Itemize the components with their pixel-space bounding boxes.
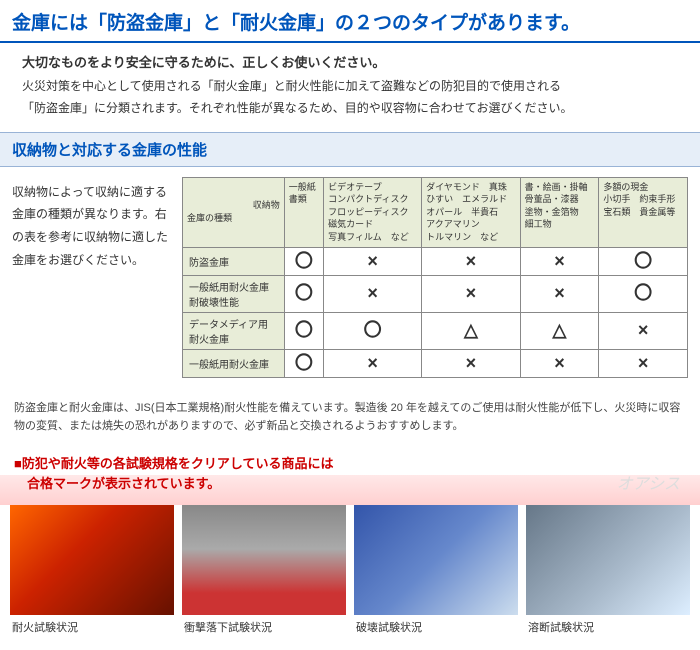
cell-1-0: 〇	[284, 275, 323, 312]
test-caption-3: 溶断試験状況	[526, 615, 690, 639]
cell-2-4: ×	[599, 312, 688, 349]
main-title: 金庫には「防盗金庫」と「耐火金庫」の２つのタイプがあります。	[0, 0, 700, 43]
cell-3-0: 〇	[284, 349, 323, 377]
cell-0-3: ×	[520, 247, 599, 275]
test-image-2	[354, 505, 518, 615]
table-header-row: 収納物 金庫の種類 一般紙 書類 ビデオテープ コンパクトディスク フロッピーデ…	[183, 177, 688, 247]
intro-body-1: 火災対策を中心として使用される「耐火金庫」と耐火性能に加えて盗難などの防犯目的で…	[22, 76, 678, 98]
test-image-0	[10, 505, 174, 615]
cell-3-3: ×	[520, 349, 599, 377]
col-head-1: ビデオテープ コンパクトディスク フロッピーディスク 磁気カード 写真フィルム …	[324, 177, 422, 247]
cell-2-0: 〇	[284, 312, 323, 349]
corner-top: 収納物	[187, 199, 280, 212]
test-item-0: 耐火試験状況	[10, 505, 174, 639]
table-description: 収納物によって収納に適する金庫の種類が異なります。右の表を参考に収納物に適した金…	[12, 177, 172, 379]
table-row: 一般紙用耐火金庫〇××××	[183, 349, 688, 377]
test-image-3	[526, 505, 690, 615]
col-head-4: 多額の現金 小切手 約束手形 宝石類 貴金属等	[599, 177, 688, 247]
corner-bottom: 金庫の種類	[187, 212, 280, 225]
col-head-3: 書・絵画・掛軸 骨董品・漆器 塗物・金箔物 細工物	[520, 177, 599, 247]
table-row: 防盗金庫〇×××〇	[183, 247, 688, 275]
row-head-0: 防盗金庫	[183, 247, 285, 275]
test-image-1	[182, 505, 346, 615]
cell-2-2: △	[422, 312, 520, 349]
table-section: 収納物によって収納に適する金庫の種類が異なります。右の表を参考に収納物に適した金…	[0, 167, 700, 391]
test-item-2: 破壊試験状況	[354, 505, 518, 639]
test-caption-2: 破壊試験状況	[354, 615, 518, 639]
table-row: データメディア用 耐火金庫〇〇△△×	[183, 312, 688, 349]
cell-0-2: ×	[422, 247, 520, 275]
cell-2-3: △	[520, 312, 599, 349]
col-head-2: ダイヤモンド 真珠 ひすい エメラルド オパール 半貴石 アクアマリン トルマリ…	[422, 177, 520, 247]
performance-table: 収納物 金庫の種類 一般紙 書類 ビデオテープ コンパクトディスク フロッピーデ…	[182, 177, 688, 379]
test-item-1: 衝撃落下試験状況	[182, 505, 346, 639]
row-head-3: 一般紙用耐火金庫	[183, 349, 285, 377]
cell-1-3: ×	[520, 275, 599, 312]
intro-body-2: 「防盗金庫」に分類されます。それぞれ性能が異なるため、目的や収容物に合わせてお選…	[22, 98, 678, 120]
test-images-row: 耐火試験状況衝撃落下試験状況破壊試験状況溶断試験状況	[0, 505, 700, 647]
cell-0-0: 〇	[284, 247, 323, 275]
table-corner: 収納物 金庫の種類	[183, 177, 285, 247]
cell-0-4: 〇	[599, 247, 688, 275]
test-header-line2: 合格マークが表示されています。	[14, 474, 686, 495]
intro-block: 大切なものをより安全に守るために、正しくお使いください。 火災対策を中心として使…	[0, 43, 700, 128]
test-caption-0: 耐火試験状況	[10, 615, 174, 639]
intro-lead: 大切なものをより安全に守るために、正しくお使いください。	[22, 51, 678, 74]
cell-1-2: ×	[422, 275, 520, 312]
row-head-2: データメディア用 耐火金庫	[183, 312, 285, 349]
section-title: 収納物と対応する金庫の性能	[0, 132, 700, 167]
jis-note: 防盗金庫と耐火金庫は、JIS(日本工業規格)耐火性能を備えています。製造後 20…	[0, 390, 700, 445]
cell-2-1: 〇	[324, 312, 422, 349]
cell-0-1: ×	[324, 247, 422, 275]
col-head-0: 一般紙 書類	[284, 177, 323, 247]
test-item-3: 溶断試験状況	[526, 505, 690, 639]
test-header: ■防犯や耐火等の各試験規格をクリアしている商品には 合格マークが表示されています…	[0, 446, 700, 506]
test-caption-1: 衝撃落下試験状況	[182, 615, 346, 639]
row-head-1: 一般紙用耐火金庫 耐破壊性能	[183, 275, 285, 312]
cell-3-1: ×	[324, 349, 422, 377]
test-header-line1: ■防犯や耐火等の各試験規格をクリアしている商品には	[14, 454, 686, 475]
cell-3-4: ×	[599, 349, 688, 377]
cell-1-4: 〇	[599, 275, 688, 312]
cell-3-2: ×	[422, 349, 520, 377]
table-row: 一般紙用耐火金庫 耐破壊性能〇×××〇	[183, 275, 688, 312]
cell-1-1: ×	[324, 275, 422, 312]
